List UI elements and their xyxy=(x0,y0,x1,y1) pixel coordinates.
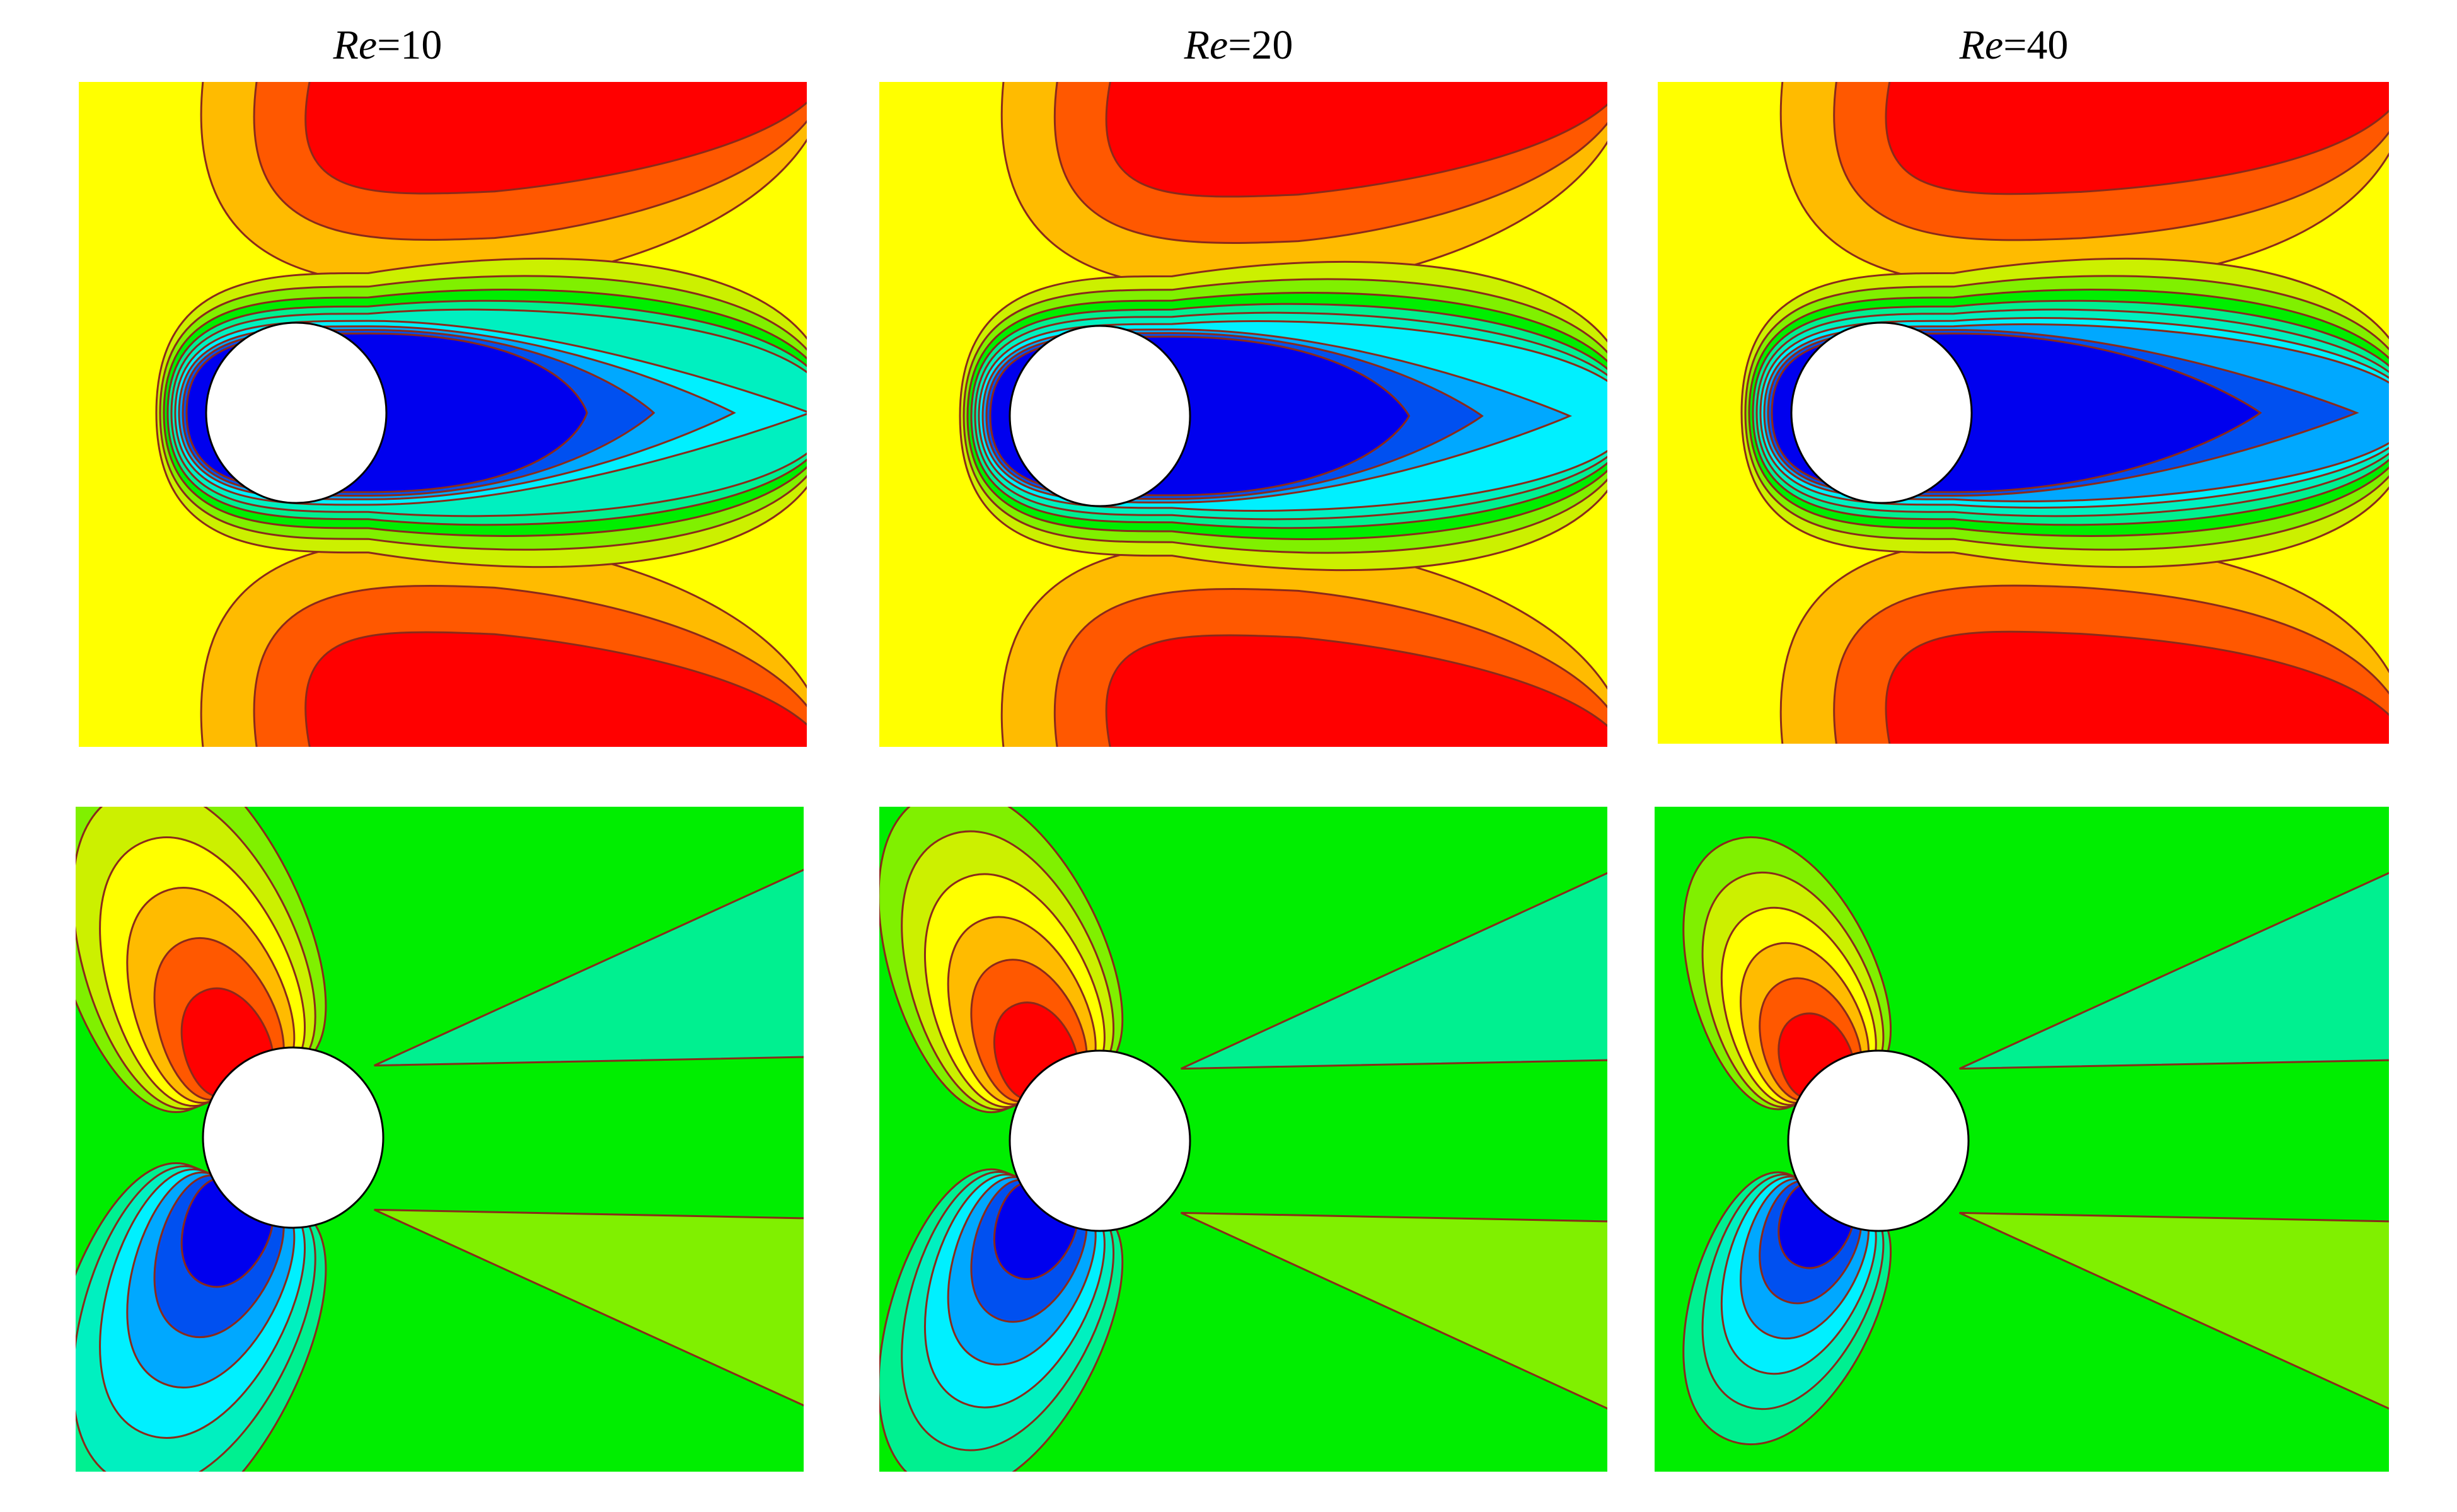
column-title-re20: Re=20 xyxy=(1113,20,1365,71)
title-variable: Re xyxy=(333,22,378,68)
title-variable: Re xyxy=(1184,22,1228,68)
title-variable: Re xyxy=(1959,22,2004,68)
contour-panel-top-3 xyxy=(1658,82,2389,744)
cylinder xyxy=(1790,321,1973,504)
title-value: =20 xyxy=(1228,22,1293,68)
cylinder xyxy=(1009,1049,1191,1232)
contour-band xyxy=(1885,82,2389,195)
contour-panel-top-2 xyxy=(879,82,1607,747)
column-title-re40: Re=40 xyxy=(1888,20,2140,71)
contour-panel-bottom-5 xyxy=(879,807,1607,1472)
contour-band xyxy=(374,1208,804,1407)
title-value: =10 xyxy=(377,22,442,68)
contour-band xyxy=(1181,872,1607,1070)
contour-band xyxy=(374,869,804,1067)
contour-band xyxy=(1959,872,2389,1070)
contour-band xyxy=(304,631,807,747)
contour-band xyxy=(1181,1211,1607,1410)
cylinder xyxy=(1787,1049,1970,1232)
contour-band xyxy=(1105,82,1607,198)
contour-panel-bottom-6 xyxy=(1655,807,2389,1472)
contour-panel-top-1 xyxy=(79,82,807,747)
title-value: =40 xyxy=(2003,22,2069,68)
contour-band xyxy=(1105,634,1607,747)
contour-band xyxy=(1885,630,2389,744)
contour-panel-bottom-4 xyxy=(76,807,804,1472)
cylinder xyxy=(205,321,388,504)
contour-band xyxy=(1959,1211,2389,1410)
column-title-re10: Re=10 xyxy=(262,20,514,71)
cylinder xyxy=(202,1046,384,1229)
contour-band xyxy=(304,82,807,195)
cylinder xyxy=(1009,325,1191,507)
